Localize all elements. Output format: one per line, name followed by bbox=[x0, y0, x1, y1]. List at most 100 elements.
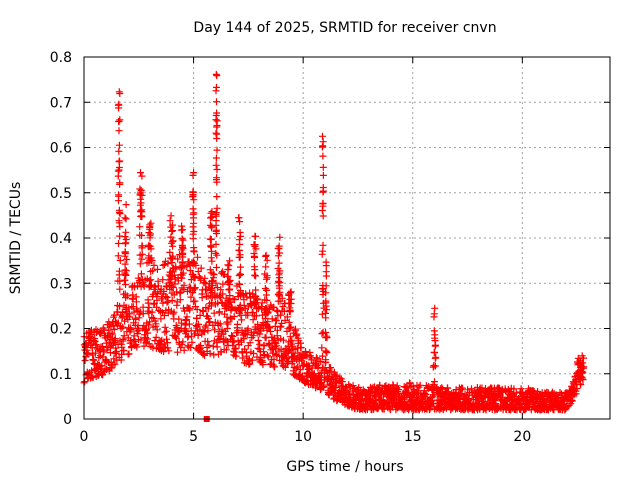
data-point bbox=[111, 360, 119, 368]
data-point bbox=[244, 325, 252, 333]
data-point bbox=[121, 233, 129, 241]
data-point bbox=[212, 279, 220, 287]
data-point bbox=[188, 338, 196, 346]
y-tick-label: 0.3 bbox=[50, 276, 72, 292]
data-point bbox=[166, 248, 174, 256]
data-point bbox=[144, 335, 151, 343]
data-point bbox=[272, 317, 280, 325]
data-point bbox=[138, 172, 146, 180]
data-point bbox=[213, 146, 221, 154]
data-point bbox=[256, 340, 264, 348]
data-point bbox=[212, 70, 220, 78]
data-point bbox=[118, 350, 126, 358]
data-point bbox=[322, 329, 330, 336]
data-point bbox=[213, 117, 221, 125]
plot-frame bbox=[83, 56, 611, 420]
data-point bbox=[260, 351, 268, 359]
data-point bbox=[107, 349, 114, 357]
y-tick-label: 0.6 bbox=[50, 141, 72, 157]
data-point bbox=[276, 278, 284, 286]
data-point bbox=[98, 362, 106, 370]
data-point bbox=[123, 256, 131, 263]
data-point bbox=[166, 217, 174, 225]
data-point bbox=[318, 310, 326, 318]
data-point bbox=[431, 362, 439, 370]
data-point bbox=[187, 344, 195, 351]
data-point bbox=[213, 174, 221, 182]
data-point bbox=[175, 315, 183, 323]
data-point bbox=[252, 312, 260, 320]
data-point bbox=[319, 163, 327, 171]
data-point bbox=[178, 222, 186, 230]
data-point bbox=[104, 326, 112, 334]
data-point bbox=[138, 250, 146, 258]
data-point bbox=[116, 257, 124, 264]
data-point bbox=[237, 263, 244, 271]
data-point bbox=[147, 219, 155, 227]
data-point bbox=[115, 219, 123, 227]
data-point bbox=[288, 336, 296, 344]
data-point bbox=[229, 295, 237, 303]
data-point bbox=[273, 351, 281, 359]
data-point bbox=[349, 382, 357, 390]
data-point bbox=[232, 352, 240, 360]
data-point bbox=[251, 271, 258, 279]
data-point bbox=[208, 257, 216, 265]
data-point bbox=[172, 334, 180, 342]
data-point bbox=[179, 236, 187, 244]
data-point bbox=[256, 330, 264, 338]
data-point bbox=[132, 315, 140, 323]
data-point bbox=[205, 315, 212, 322]
data-point bbox=[565, 401, 573, 409]
data-point bbox=[213, 292, 221, 300]
data-point bbox=[212, 217, 220, 225]
data-point bbox=[319, 352, 326, 360]
data-point bbox=[162, 293, 170, 300]
data-point bbox=[249, 309, 257, 316]
data-point bbox=[431, 354, 439, 362]
data-point bbox=[213, 264, 220, 271]
data-point bbox=[115, 197, 122, 205]
data-point bbox=[189, 230, 197, 238]
data-point bbox=[261, 296, 269, 304]
data-point bbox=[201, 351, 209, 359]
data-point bbox=[432, 341, 439, 349]
data-point bbox=[137, 270, 145, 278]
data-point bbox=[235, 236, 243, 244]
data-point bbox=[92, 349, 99, 357]
data-point bbox=[319, 171, 327, 179]
x-tick-label: 5 bbox=[189, 429, 198, 445]
data-point bbox=[204, 327, 212, 335]
data-point bbox=[572, 390, 580, 398]
data-point bbox=[275, 245, 283, 253]
data-point bbox=[111, 335, 119, 343]
data-point bbox=[206, 235, 214, 243]
data-point bbox=[194, 331, 202, 339]
data-point bbox=[251, 300, 259, 308]
data-point bbox=[249, 332, 257, 340]
data-point bbox=[319, 200, 327, 208]
data-point bbox=[430, 348, 438, 356]
data-point bbox=[163, 293, 171, 301]
data-point bbox=[201, 323, 209, 331]
data-point bbox=[159, 276, 167, 284]
data-point bbox=[116, 210, 124, 218]
data-point bbox=[268, 315, 276, 323]
data-point bbox=[178, 235, 186, 243]
data-point bbox=[121, 240, 129, 248]
data-point bbox=[157, 315, 165, 323]
data-point bbox=[217, 286, 225, 294]
data-point bbox=[577, 381, 585, 389]
data-point bbox=[190, 247, 198, 255]
data-point bbox=[275, 259, 283, 267]
data-point bbox=[431, 378, 438, 386]
data-point bbox=[319, 152, 327, 160]
data-point bbox=[312, 354, 320, 362]
data-point bbox=[251, 232, 259, 240]
data-point bbox=[121, 214, 129, 222]
data-point bbox=[323, 348, 331, 356]
data-point bbox=[159, 261, 167, 269]
data-point bbox=[136, 260, 144, 268]
data-point bbox=[179, 249, 187, 257]
